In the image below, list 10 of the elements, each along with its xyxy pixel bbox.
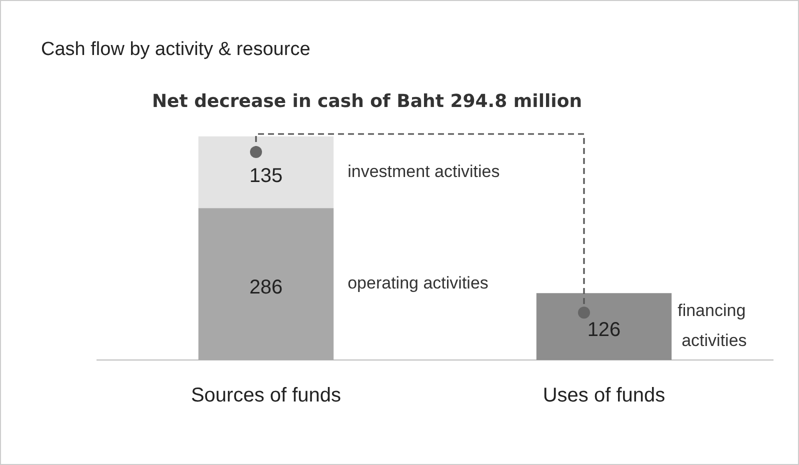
x-tick-label: Sources of funds: [190, 384, 342, 407]
chart-title: Cash flow by activity & resource: [41, 39, 310, 61]
data-label: 135: [249, 164, 283, 187]
data-label: 126: [587, 319, 621, 342]
data-label: 286: [249, 276, 283, 299]
x-tick-label: Uses of funds: [542, 384, 666, 407]
series-label: investment activities: [348, 162, 500, 181]
series-label: financing activities: [678, 301, 747, 350]
series-label: operating activities: [348, 274, 488, 293]
chart-subtitle: Net decrease in cash of Baht 294.8 million: [150, 91, 584, 112]
